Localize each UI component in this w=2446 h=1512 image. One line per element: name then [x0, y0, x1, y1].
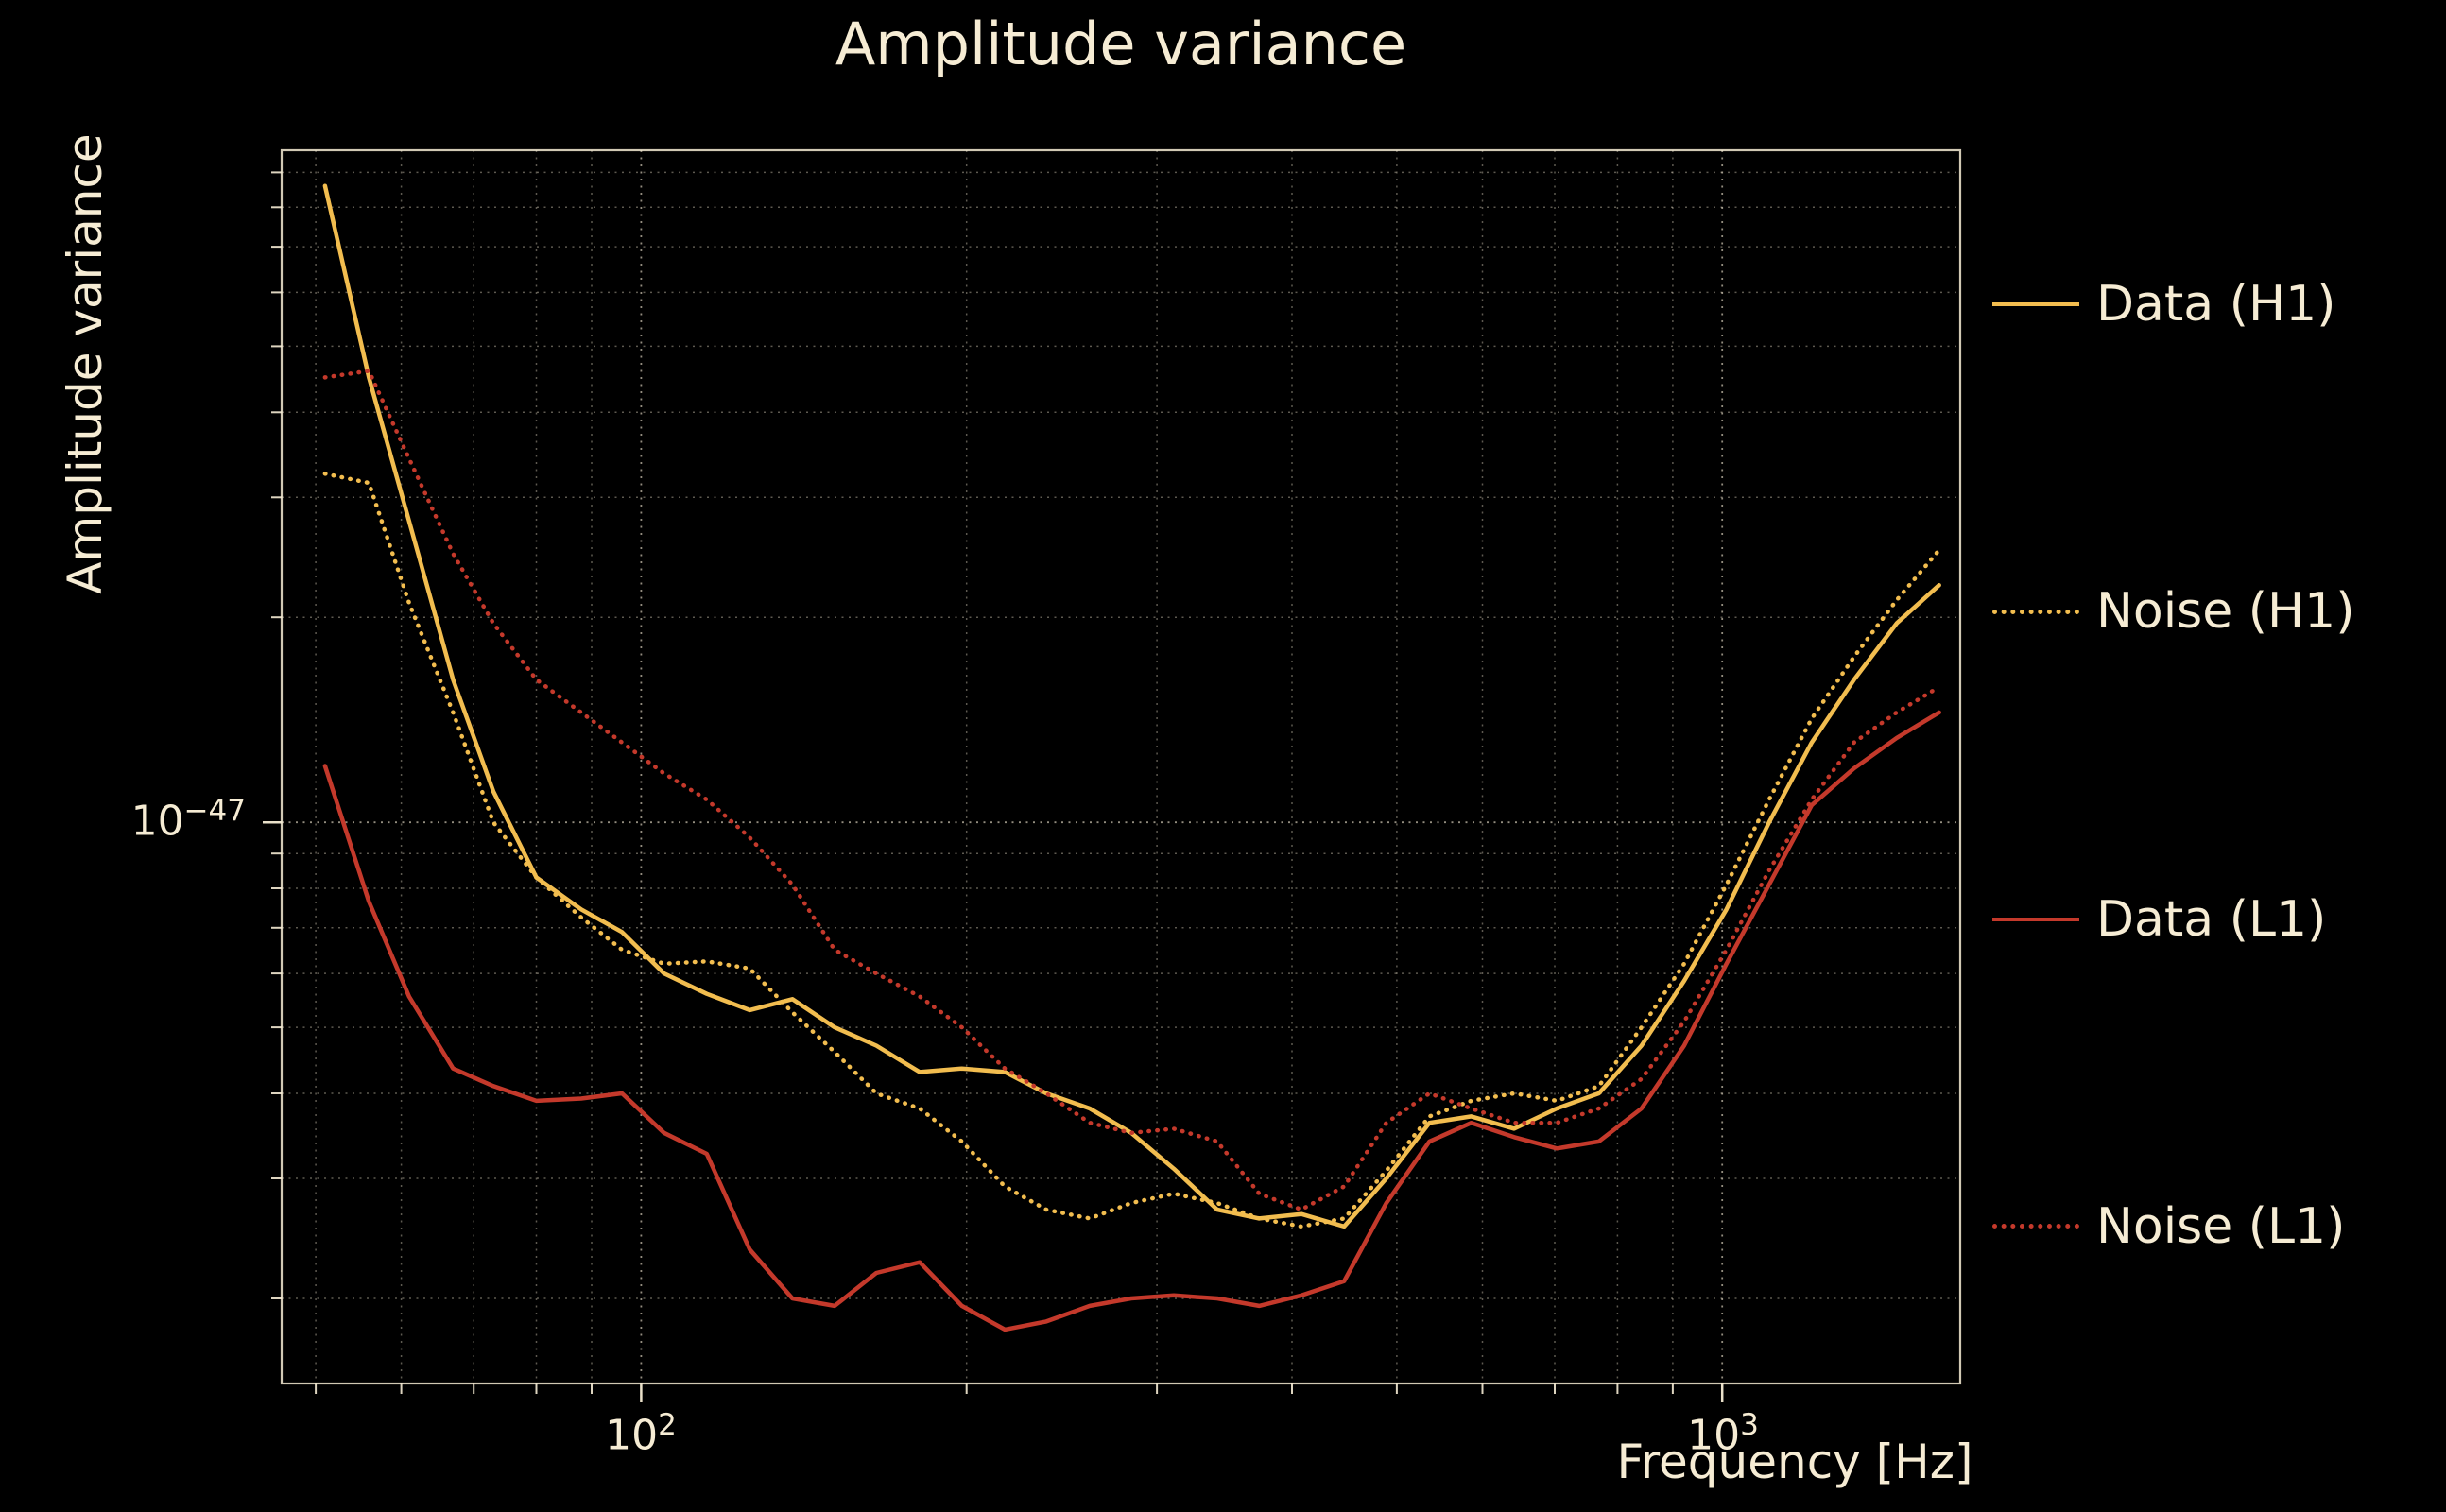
- legend-entry-data-l1: Data (L1): [1992, 891, 2355, 948]
- x-tick-label-100: 102: [605, 1410, 677, 1458]
- legend-entry-noise-l1: Noise (L1): [1992, 1198, 2355, 1255]
- legend-entry-noise-h1: Noise (H1): [1992, 583, 2355, 640]
- tick-exponent: −47: [183, 794, 246, 828]
- tick-base: 10: [605, 1411, 659, 1460]
- x-tick-label-1000: 103: [1687, 1410, 1759, 1458]
- tick-exponent: 2: [658, 1408, 677, 1442]
- x-axis-label: Frequency [Hz]: [1616, 1435, 1973, 1489]
- legend-line-sample-dotted-red: [1992, 1224, 2079, 1229]
- legend-line-sample-solid-gold: [1992, 302, 2079, 306]
- y-axis-label: Amplitude variance: [58, 133, 112, 594]
- legend: Data (H1) Noise (H1) Data (L1) Noise (L1…: [1992, 276, 2355, 1255]
- tick-exponent: 3: [1740, 1408, 1759, 1442]
- legend-label: Noise (H1): [2096, 583, 2355, 641]
- legend-label: Data (L1): [2096, 890, 2327, 948]
- legend-line-sample-solid-red: [1992, 917, 2079, 921]
- legend-entry-data-h1: Data (H1): [1992, 276, 2355, 333]
- legend-label: Data (H1): [2096, 276, 2336, 333]
- legend-line-sample-dotted-gold: [1992, 609, 2079, 614]
- tick-base: 10: [130, 797, 184, 846]
- tick-base: 10: [1687, 1411, 1741, 1460]
- legend-label: Noise (L1): [2096, 1197, 2346, 1255]
- chart-title: Amplitude variance: [835, 9, 1407, 78]
- y-tick-label-1e-47: 10−47: [0, 796, 246, 844]
